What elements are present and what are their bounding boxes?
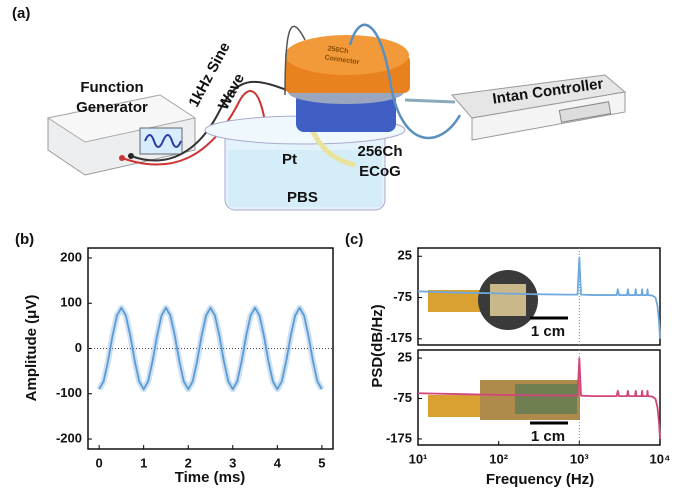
setup-illustration: (a) Function Generator 1kHz Sine Wave 25… (12, 5, 625, 210)
generator-screen (140, 128, 182, 154)
y-axis-label: PSD(dB/Hz) (369, 304, 386, 387)
cable-connector (405, 100, 455, 102)
y-tick-label: -175 (386, 330, 412, 345)
x-tick-label: 5 (318, 455, 325, 470)
figure: (a) Function Generator 1kHz Sine Wave 25… (0, 0, 688, 492)
board-pins (515, 384, 577, 414)
x-tick-label: 10³ (570, 451, 589, 466)
y-tick-label: -75 (393, 289, 412, 304)
scale-label: 1 cm (531, 323, 565, 340)
panel-label: (a) (12, 5, 30, 22)
y-axis-label: Amplitude (μV) (23, 295, 40, 402)
generator-label: Function (80, 79, 143, 96)
ecog-label: 256Ch (357, 143, 402, 160)
x-tick-label: 10¹ (409, 451, 428, 466)
flex-cable (428, 395, 488, 417)
panel-label: (b) (15, 231, 34, 248)
scale-label: 1 cm (531, 428, 565, 445)
x-tick-label: 0 (96, 455, 103, 470)
sine-label: Wave (215, 71, 248, 113)
x-tick-label: 10² (489, 451, 508, 466)
data-line (99, 308, 322, 389)
y-tick-label: -100 (56, 385, 82, 400)
y-tick-label: -75 (393, 390, 412, 405)
x-tick-label: 1 (140, 455, 147, 470)
panel-label: (c) (345, 231, 363, 248)
y-tick-label: 25 (398, 248, 412, 263)
x-tick-label: 10⁴ (650, 451, 671, 466)
connector-pads (490, 284, 526, 316)
y-tick-label: 200 (60, 249, 82, 264)
pbs-label: PBS (287, 189, 318, 206)
pt-label: Pt (282, 151, 297, 168)
y-tick-label: -175 (386, 430, 412, 445)
y-tick-label: 0 (75, 340, 82, 355)
y-tick-label: -200 (56, 430, 82, 445)
y-tick-label: 100 (60, 295, 82, 310)
ecog-label: ECoG (359, 163, 401, 180)
x-axis-label: Time (ms) (175, 469, 246, 486)
y-tick-label: 25 (398, 350, 412, 365)
generator-label: Generator (76, 99, 148, 116)
x-axis-label: Frequency (Hz) (486, 471, 594, 488)
x-tick-label: 4 (274, 455, 282, 470)
